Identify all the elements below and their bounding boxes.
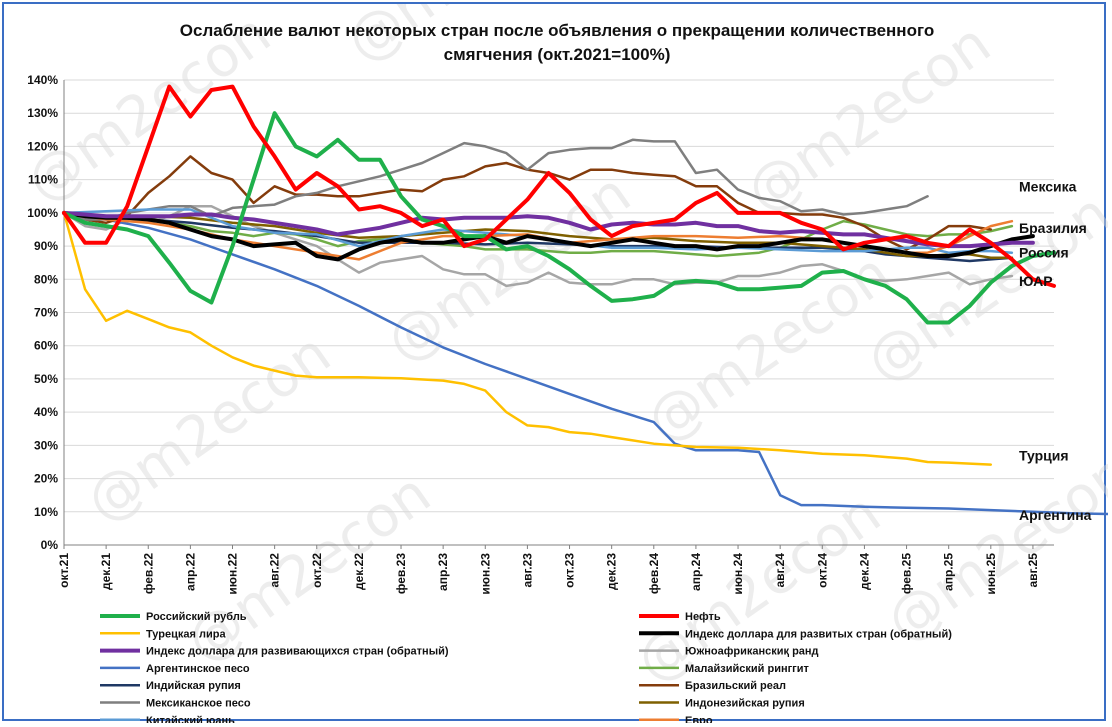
y-tick-label: 20% bbox=[34, 472, 58, 486]
y-axis: 0% 10% 20% 30% 40% 50% 60% 70% 80% 90% 100% 110% 120… bbox=[27, 73, 58, 552]
series-line bbox=[62, 84, 1056, 288]
legend-label: Аргентинское песо bbox=[146, 663, 250, 675]
x-tick-label: июн.25 bbox=[984, 553, 998, 595]
x-tick-label: дек.22 bbox=[352, 553, 366, 590]
x-tick-label: авг.22 bbox=[268, 553, 282, 588]
y-tick-label: 40% bbox=[34, 405, 58, 419]
x-tick-label: апр.24 bbox=[689, 553, 703, 591]
y-tick-label: 140% bbox=[27, 73, 58, 87]
legend-label: Южноафриканскиқ ранд bbox=[685, 646, 819, 658]
x-axis: окт.21 дек.21 фев.22 апр.22 июн.22 авг.22 окт.… bbox=[57, 545, 1040, 595]
legend-label: Индекс доллара для развивающихся стран (… bbox=[146, 646, 449, 658]
series-layer bbox=[62, 84, 1108, 516]
x-tick-label: окт.24 bbox=[815, 553, 829, 588]
chart-title-line2: смягчения (окт.2021=100%) bbox=[444, 45, 671, 64]
series-line bbox=[62, 208, 1014, 254]
x-tick-label: окт.23 bbox=[563, 553, 577, 588]
x-tick-label: авг.24 bbox=[773, 553, 787, 588]
end-label: Бразилия bbox=[1019, 220, 1087, 236]
y-tick-label: 110% bbox=[28, 173, 58, 187]
series-line bbox=[62, 211, 993, 466]
legend-label: Индекс доллара для развитых стран (обрат… bbox=[685, 628, 952, 640]
y-tick-label: 70% bbox=[34, 306, 58, 320]
chart-title-line1: Ослабление валют некоторых стран после о… bbox=[180, 21, 934, 40]
y-tick-label: 30% bbox=[34, 438, 58, 452]
end-label: ЮАР bbox=[1019, 273, 1053, 289]
legend-label: Мексиканское песо bbox=[146, 698, 251, 710]
legend-label: Индонезийская рупия bbox=[685, 698, 805, 710]
x-tick-label: июн.24 bbox=[731, 553, 745, 595]
y-tick-label: 100% bbox=[27, 206, 58, 220]
x-tick-label: апр.25 bbox=[942, 553, 956, 591]
legend-label: Китайский юань bbox=[146, 715, 235, 723]
y-tick-label: 10% bbox=[34, 505, 58, 519]
watermark-text: @m2econ bbox=[75, 321, 343, 536]
series-line bbox=[62, 111, 1056, 325]
x-tick-label: дек.23 bbox=[605, 553, 619, 590]
x-tick-label: окт.22 bbox=[310, 553, 324, 588]
y-tick-label: 0% bbox=[41, 538, 59, 552]
end-label: Турция bbox=[1019, 447, 1069, 463]
end-labels: Мексика Бразилия Россия ЮАР Турция Аргентина bbox=[1019, 178, 1092, 523]
end-label: Мексика bbox=[1019, 178, 1077, 194]
legend-label: Индийская рупия bbox=[146, 680, 241, 692]
series-line bbox=[62, 210, 1035, 262]
x-tick-label: фев.23 bbox=[394, 553, 408, 594]
x-tick-label: июн.23 bbox=[478, 553, 492, 595]
x-tick-label: фев.25 bbox=[900, 553, 914, 594]
x-tick-label: апр.22 bbox=[183, 553, 197, 591]
end-label: Аргентина bbox=[1019, 507, 1092, 523]
x-tick-label: авг.25 bbox=[1026, 553, 1040, 588]
y-tick-label: 130% bbox=[27, 106, 58, 120]
end-label: Россия bbox=[1019, 245, 1069, 261]
series-line bbox=[62, 210, 1035, 249]
x-tick-label: авг.23 bbox=[520, 553, 534, 588]
x-tick-label: июн.22 bbox=[226, 553, 240, 595]
legend-label: Евро bbox=[685, 715, 713, 723]
watermark-text: @m2econ bbox=[735, 11, 1003, 226]
x-tick-label: апр.23 bbox=[436, 553, 450, 591]
x-tick-label: дек.21 bbox=[99, 553, 113, 590]
y-tick-label: 60% bbox=[34, 339, 58, 353]
legend-label: Малайзийский ринггит bbox=[685, 663, 810, 675]
gridlines bbox=[63, 79, 1054, 546]
legend-label: Турецкая лира bbox=[146, 628, 226, 640]
y-tick-label: 90% bbox=[34, 239, 58, 253]
y-tick-label: 50% bbox=[34, 372, 58, 386]
x-tick-label: окт.21 bbox=[57, 553, 71, 588]
legend-label: Бразильский реал bbox=[685, 680, 786, 692]
x-tick-label: фев.24 bbox=[647, 553, 661, 594]
line-chart: @m2econ @m2econ@m2econ@m2econ@m2econ@m2ec… bbox=[15, 4, 1108, 723]
legend: Российский рубль Нефть Турецкая лира Индекс… bbox=[100, 611, 952, 723]
y-tick-label: 120% bbox=[27, 139, 58, 153]
legend-label: Нефть bbox=[685, 611, 721, 623]
legend-label: Российский рубль bbox=[146, 611, 247, 623]
watermark-text: @m2econ bbox=[875, 441, 1108, 656]
x-tick-label: дек.24 bbox=[857, 553, 871, 590]
x-tick-label: фев.22 bbox=[141, 553, 155, 594]
watermark-text: @m2econ bbox=[375, 161, 643, 376]
y-tick-label: 80% bbox=[34, 272, 58, 286]
